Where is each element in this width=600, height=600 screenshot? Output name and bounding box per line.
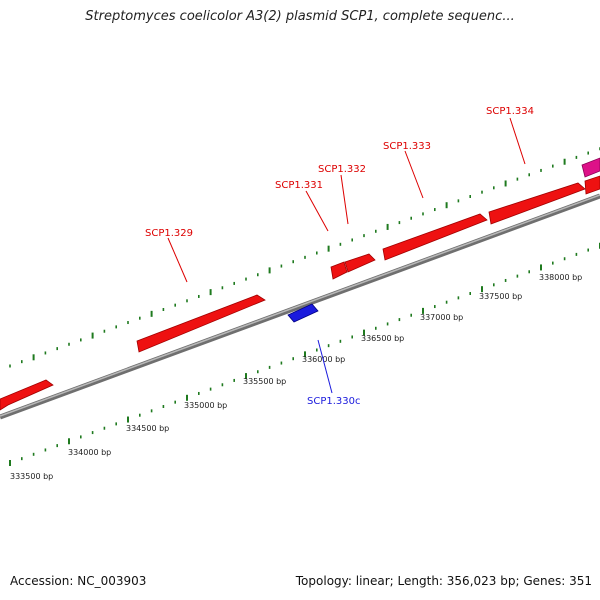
gene-arrow-highlight[interactable] [581,157,600,178]
gene-label[interactable]: SCP1.329 [145,228,193,239]
scale-label: 334000 bp [68,448,111,457]
scale-labels: 333500 bp 334000 bp 334500 bp 335000 bp … [10,273,582,481]
scale-label: 335000 bp [184,401,227,410]
gene-labels[interactable]: SCP1.329 SCP1.331 SCP1.332 SCP1.333 SCP1… [145,106,534,407]
gene-arrow[interactable] [382,213,488,261]
gene-arrow[interactable] [0,379,54,411]
scale-label: 333500 bp [10,472,53,481]
backbone [0,193,600,420]
label-leaders [167,117,526,394]
forward-genes[interactable] [0,157,600,411]
gene-arrow[interactable] [287,303,319,323]
gene-label[interactable]: SCP1.330c [307,396,361,407]
gene-label[interactable]: SCP1.331 [275,180,323,191]
scale-label: 336500 bp [361,334,404,343]
reverse-genes[interactable] [287,303,319,323]
gene-label[interactable]: SCP1.333 [383,141,431,152]
gene-arrow[interactable] [330,261,348,280]
scale-label: 337500 bp [479,292,522,301]
gene-arrow[interactable] [136,294,266,353]
gene-arrow[interactable] [488,182,586,225]
scale-label: 335500 bp [243,377,286,386]
gene-label[interactable]: SCP1.334 [486,106,534,117]
tick-rows [9,147,600,466]
scale-label: 337000 bp [420,313,463,322]
gene-arrow[interactable] [344,253,376,273]
gene-label[interactable]: SCP1.332 [318,164,366,175]
scale-label: 334500 bp [126,424,169,433]
backbone-highlight [0,194,600,417]
summary-text: Topology: linear; Length: 356,023 bp; Ge… [295,574,592,588]
accession-text: Accession: NC_003903 [10,574,147,588]
gene-arrow[interactable] [584,175,600,195]
page-title: Streptomyces coelicolor A3(2) plasmid SC… [85,9,515,24]
scale-label: 338000 bp [539,273,582,282]
